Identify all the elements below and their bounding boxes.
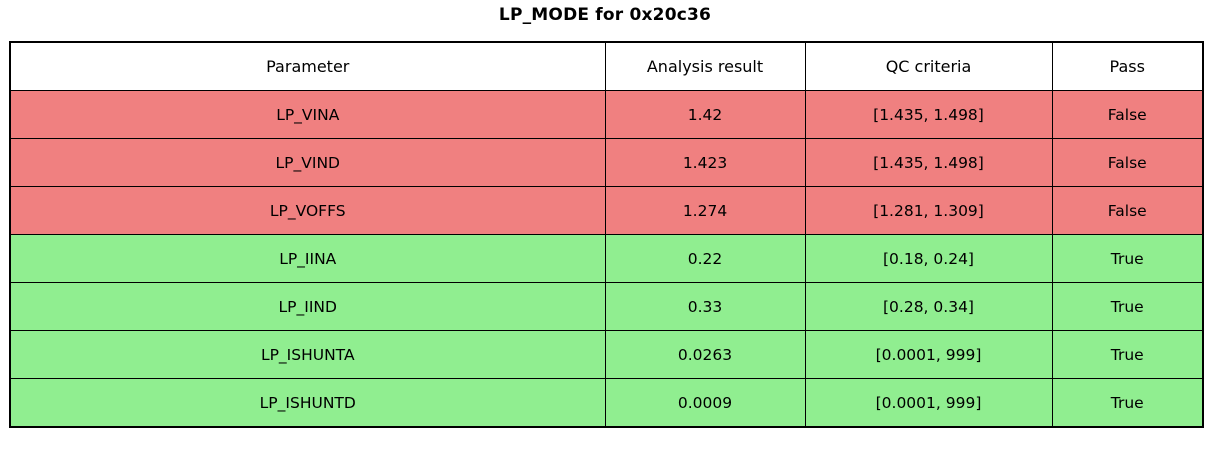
cell-parameter: LP_VINA [9, 90, 606, 139]
cell-analysis_result: 0.0009 [604, 378, 806, 428]
cell-pass: False [1051, 138, 1204, 187]
cell-parameter: LP_IINA [9, 234, 606, 283]
table-row-lp_vina: LP_VINA 1.42 [1.435, 1.498] False [9, 90, 1204, 139]
cell-pass: False [1051, 90, 1204, 139]
table-row-lp_iind: LP_IIND 0.33 [0.28, 0.34] True [9, 282, 1204, 331]
table-row-lp_voffs: LP_VOFFS 1.274 [1.281, 1.309] False [9, 186, 1204, 235]
table-row-lp_ishuntd: LP_ISHUNTD 0.0009 [0.0001, 999] True [9, 378, 1204, 428]
cell-pass: True [1051, 282, 1204, 331]
cell-parameter: LP_IIND [9, 282, 606, 331]
table-row-lp_iina: LP_IINA 0.22 [0.18, 0.24] True [9, 234, 1204, 283]
cell-qc_criteria: [1.435, 1.498] [804, 90, 1053, 139]
column-header-parameter: Parameter [9, 41, 606, 91]
cell-qc_criteria: [1.281, 1.309] [804, 186, 1053, 235]
column-header-analysis_result: Analysis result [604, 41, 806, 91]
cell-qc_criteria: [1.435, 1.498] [804, 138, 1053, 187]
cell-parameter: LP_ISHUNTA [9, 330, 606, 379]
table-header-row: Parameter Analysis result QC criteria Pass [9, 41, 1204, 91]
column-header-qc_criteria: QC criteria [804, 41, 1053, 91]
cell-qc_criteria: [0.0001, 999] [804, 378, 1053, 428]
cell-parameter: LP_ISHUNTD [9, 378, 606, 428]
cell-analysis_result: 0.22 [604, 234, 806, 283]
cell-pass: False [1051, 186, 1204, 235]
qc-results-table: Parameter Analysis result QC criteria Pass … [9, 41, 1204, 428]
table-row-lp_ishunta: LP_ISHUNTA 0.0263 [0.0001, 999] True [9, 330, 1204, 379]
cell-pass: True [1051, 330, 1204, 379]
table-row-lp_vind: LP_VIND 1.423 [1.435, 1.498] False [9, 138, 1204, 187]
cell-parameter: LP_VIND [9, 138, 606, 187]
column-header-pass: Pass [1051, 41, 1204, 91]
cell-qc_criteria: [0.0001, 999] [804, 330, 1053, 379]
cell-analysis_result: 1.423 [604, 138, 806, 187]
cell-parameter: LP_VOFFS [9, 186, 606, 235]
cell-analysis_result: 1.42 [604, 90, 806, 139]
chart-title: LP_MODE for 0x20c36 [498, 5, 712, 25]
cell-pass: True [1051, 378, 1204, 428]
cell-qc_criteria: [0.28, 0.34] [804, 282, 1053, 331]
table-body: LP_VINA 1.42 [1.435, 1.498] False LP_VIND 1.4… [9, 90, 1204, 428]
cell-pass: True [1051, 234, 1204, 283]
cell-analysis_result: 1.274 [604, 186, 806, 235]
cell-analysis_result: 0.0263 [604, 330, 806, 379]
cell-qc_criteria: [0.18, 0.24] [804, 234, 1053, 283]
cell-analysis_result: 0.33 [604, 282, 806, 331]
